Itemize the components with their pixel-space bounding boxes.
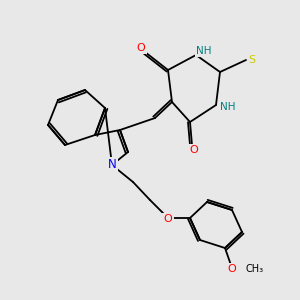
Text: O: O — [190, 145, 198, 155]
Text: O: O — [136, 43, 146, 53]
Text: NH: NH — [220, 102, 236, 112]
Text: S: S — [248, 55, 256, 65]
Text: N: N — [108, 158, 116, 172]
Text: CH₃: CH₃ — [245, 264, 263, 274]
Text: O: O — [228, 264, 236, 274]
Text: O: O — [164, 214, 172, 224]
Text: NH: NH — [196, 46, 212, 56]
